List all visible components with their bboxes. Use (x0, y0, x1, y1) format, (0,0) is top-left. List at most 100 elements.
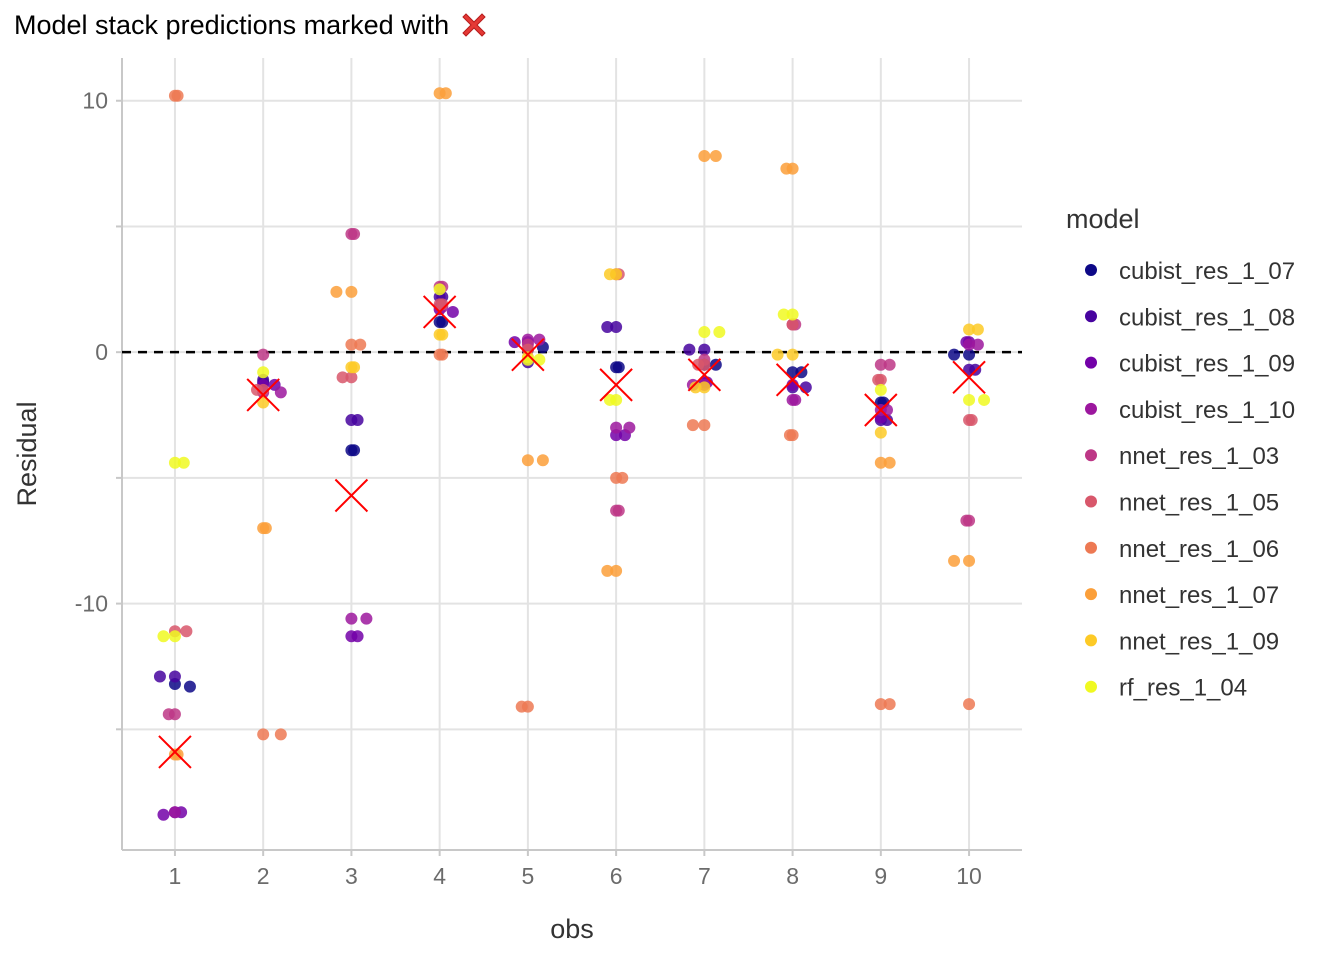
x-axis-title: obs (550, 914, 594, 944)
data-point (336, 371, 349, 384)
data-point (960, 514, 973, 527)
data-point (354, 338, 367, 351)
x-tick-label: 9 (874, 863, 887, 889)
data-point (874, 698, 887, 711)
data-point (978, 393, 991, 406)
x-mark-stroke (952, 360, 986, 395)
data-point (883, 456, 896, 469)
data-point (257, 366, 270, 379)
legend-label: cubist_res_1_08 (1119, 304, 1295, 331)
data-point (330, 285, 343, 298)
legend-swatch (1085, 495, 1097, 508)
stack-prediction-mark (599, 368, 633, 402)
data-point (971, 338, 984, 351)
x-tick-label: 3 (345, 863, 358, 889)
stack-prediction-mark (334, 478, 369, 513)
legend-label: cubist_res_1_09 (1119, 351, 1295, 378)
data-point (692, 358, 705, 371)
data-point (603, 268, 616, 281)
data-point (439, 87, 452, 100)
data-point (612, 361, 625, 374)
legend-label: cubist_res_1_07 (1119, 258, 1295, 285)
legend-title: model (1066, 204, 1140, 234)
data-point (610, 421, 623, 434)
data-point (780, 162, 793, 175)
data-point (446, 305, 459, 318)
data-point (683, 343, 696, 356)
data-point (168, 806, 181, 819)
data-point (433, 283, 446, 296)
data-point (168, 456, 181, 469)
x-tick-label: 5 (521, 863, 534, 889)
data-point (789, 393, 802, 406)
stack-prediction-mark (687, 358, 722, 392)
stack-prediction-mark (158, 735, 192, 769)
legend-swatch (1085, 402, 1097, 415)
legend-swatch (1085, 310, 1097, 323)
legend-item: cubist_res_1_07 (1085, 258, 1295, 285)
data-point (153, 670, 166, 683)
y-tick-label: 10 (82, 88, 108, 114)
data-point (348, 228, 361, 240)
data-point (874, 383, 887, 396)
legend-item: nnet_res_1_03 (1085, 443, 1279, 470)
data-point (436, 328, 449, 341)
data-point (874, 358, 887, 371)
data-point (168, 630, 181, 643)
data-point (963, 698, 976, 711)
legend-item: nnet_res_1_07 (1085, 582, 1279, 609)
data-point (713, 326, 726, 339)
data-point (963, 554, 976, 567)
x-mark-stroke (687, 358, 722, 392)
data-point (610, 321, 623, 334)
data-point (948, 348, 961, 361)
x-tick-label: 6 (610, 863, 623, 889)
x-tick-label: 4 (433, 863, 446, 889)
data-point (360, 612, 373, 625)
data-point (872, 373, 885, 386)
data-point (351, 414, 364, 427)
legend: model cubist_res_1_07 cubist_res_1_08cubis… (1066, 204, 1295, 702)
y-tick-label: -10 (75, 591, 108, 617)
legend-item: rf_res_1_04 (1085, 675, 1247, 702)
legend-item: cubist_res_1_10 (1085, 397, 1295, 424)
data-point (536, 454, 549, 467)
legend-swatch (1085, 680, 1097, 693)
legend-item: nnet_res_1_05 (1085, 490, 1279, 517)
data-point (345, 612, 358, 625)
data-point (698, 343, 711, 356)
data-point (698, 419, 711, 432)
data-point (963, 393, 976, 406)
data-point (177, 456, 190, 469)
x-tick-label: 10 (956, 863, 982, 889)
stack-prediction-mark (511, 337, 545, 372)
data-point (533, 333, 546, 346)
data-point (777, 308, 790, 321)
data-point (883, 358, 896, 371)
data-point (157, 808, 170, 821)
data-point (786, 308, 799, 321)
x-mark-stroke (599, 368, 633, 402)
data-point (786, 366, 799, 379)
data-point (883, 698, 896, 711)
legend-swatch (1085, 264, 1097, 276)
data-point (881, 404, 893, 416)
data-point (686, 419, 699, 432)
data-point (257, 396, 270, 409)
data-point (168, 670, 181, 683)
data-point (612, 504, 625, 517)
data-point (601, 564, 614, 577)
data-point (698, 326, 711, 339)
data-point (965, 414, 978, 427)
data-point (623, 421, 636, 434)
y-axis-title: Residual (12, 401, 42, 506)
data-point (274, 728, 287, 741)
data-point (180, 625, 193, 638)
legend-label: nnet_res_1_06 (1119, 536, 1279, 563)
data-point (799, 381, 812, 394)
data-point (963, 323, 976, 336)
legend-item: nnet_res_1_06 (1085, 536, 1279, 563)
legend-label: nnet_res_1_03 (1119, 443, 1279, 470)
data-point (786, 348, 799, 361)
chart-title: Model stack predictions marked with (14, 8, 491, 42)
